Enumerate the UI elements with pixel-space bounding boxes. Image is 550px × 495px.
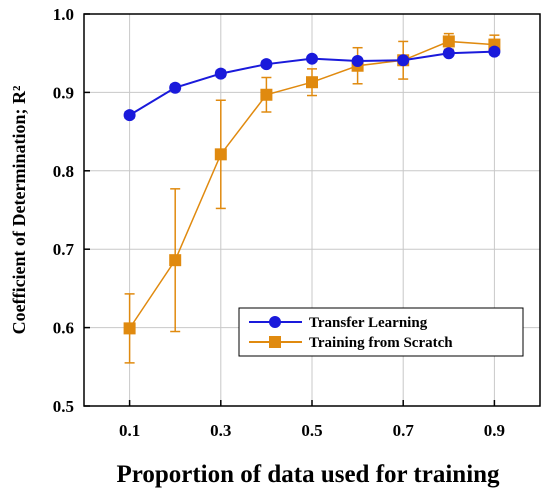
data-point <box>260 88 273 101</box>
legend-marker-shape <box>269 316 281 328</box>
data-point <box>306 52 318 65</box>
y-tick-label: 0.8 <box>53 162 74 181</box>
series-layer <box>123 32 501 364</box>
data-point <box>351 55 364 68</box>
data-point <box>442 47 455 60</box>
legend-marker-transfer-learning <box>269 316 281 328</box>
y-tick-label: 0.7 <box>53 240 75 259</box>
axis-ticks: 0.1 0.3 0.5 0.7 0.9 0.5 0.6 0.7 0.8 0.9 1.0 <box>53 5 505 440</box>
x-tick-label: 0.7 <box>393 421 415 440</box>
data-point <box>169 254 182 267</box>
data-point <box>214 67 227 80</box>
y-tick-label: 0.5 <box>53 397 74 416</box>
data-point <box>442 35 455 48</box>
y-axis-title: Coefficient of Determination; R² <box>9 86 29 335</box>
x-axis-title: Proportion of data used for training <box>116 461 500 488</box>
x-tick-label: 0.3 <box>210 421 231 440</box>
data-point <box>488 45 501 58</box>
x-tick-label: 0.1 <box>119 421 140 440</box>
data-point <box>260 58 273 71</box>
legend: Transfer Learning Training from Scratch <box>238 307 524 357</box>
x-tick-label: 0.5 <box>301 421 322 440</box>
data-point <box>306 76 318 89</box>
data-point <box>123 322 136 335</box>
series-transfer-learning <box>123 45 501 122</box>
legend-box <box>238 307 524 357</box>
legend-label-transfer-learning: Transfer Learning <box>309 315 428 331</box>
data-point <box>397 54 410 67</box>
y-tick-label: 1.0 <box>53 5 74 24</box>
data-point <box>169 81 182 94</box>
legend-marker-training-from-scratch <box>269 336 281 348</box>
legend-marker-shape <box>269 336 281 348</box>
legend-label-training-from-scratch: Training from Scratch <box>309 335 453 351</box>
data-point <box>214 148 227 161</box>
data-point <box>123 109 136 122</box>
x-tick-label: 0.9 <box>484 421 505 440</box>
y-tick-label: 0.6 <box>53 319 74 338</box>
y-tick-label: 0.9 <box>53 83 74 102</box>
